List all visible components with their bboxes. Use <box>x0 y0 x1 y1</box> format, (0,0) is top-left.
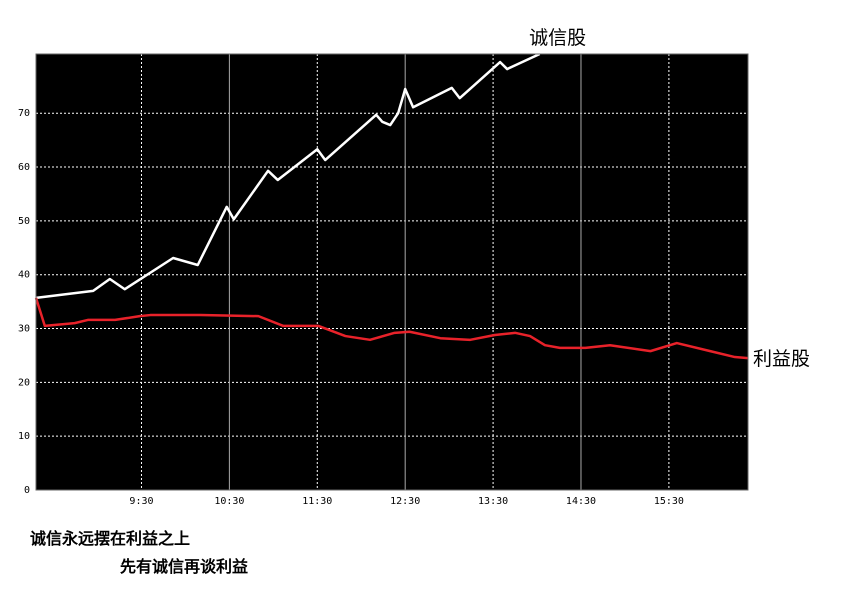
y-tick-label: 70 <box>18 108 30 119</box>
y-tick-label: 0 <box>24 485 30 496</box>
plot-area <box>36 54 748 490</box>
x-tick-label: 15:30 <box>654 496 684 507</box>
annotation: 先有诚信再谈利益 <box>120 557 248 576</box>
series-label: 诚信股 <box>529 27 586 49</box>
x-tick-label: 12:30 <box>390 496 420 507</box>
line <box>35 52 541 300</box>
y-tick-label: 10 <box>18 431 30 442</box>
annotation: 诚信永远摆在利益之上 <box>30 529 190 548</box>
line <box>34 297 749 360</box>
y-tick-label: 50 <box>18 216 30 227</box>
y-tick-label: 60 <box>18 162 30 173</box>
plot-frame <box>35 53 749 491</box>
y-tick-label: 20 <box>18 377 30 388</box>
x-tick-label: 10:30 <box>214 496 244 507</box>
y-tick-label: 40 <box>18 270 30 281</box>
series-label: 利益股 <box>753 348 810 370</box>
x-tick-label: 11:30 <box>302 496 332 507</box>
y-tick-label: 30 <box>18 324 30 335</box>
x-tick-label: 13:30 <box>478 496 508 507</box>
x-tick-label: 14:30 <box>566 496 596 507</box>
x-tick-label: 9:30 <box>129 496 153 507</box>
